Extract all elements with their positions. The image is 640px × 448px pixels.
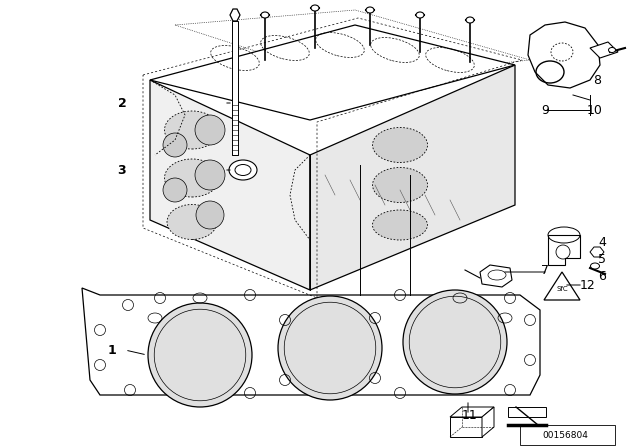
Ellipse shape bbox=[372, 128, 428, 163]
Text: 00156804: 00156804 bbox=[542, 431, 588, 439]
Polygon shape bbox=[508, 407, 546, 417]
Circle shape bbox=[148, 303, 252, 407]
Polygon shape bbox=[590, 247, 604, 257]
Text: 4: 4 bbox=[598, 236, 606, 249]
Polygon shape bbox=[590, 42, 618, 58]
Ellipse shape bbox=[164, 111, 220, 149]
Polygon shape bbox=[544, 272, 580, 300]
Text: SfC: SfC bbox=[556, 286, 568, 292]
Ellipse shape bbox=[235, 164, 251, 176]
Ellipse shape bbox=[372, 168, 428, 202]
Ellipse shape bbox=[311, 5, 319, 11]
Text: 11: 11 bbox=[462, 409, 478, 422]
Text: 8: 8 bbox=[593, 73, 601, 86]
Ellipse shape bbox=[229, 160, 257, 180]
Ellipse shape bbox=[366, 7, 374, 13]
Text: 6: 6 bbox=[598, 270, 606, 283]
Ellipse shape bbox=[164, 159, 220, 197]
Circle shape bbox=[195, 160, 225, 190]
Polygon shape bbox=[310, 65, 515, 290]
Ellipse shape bbox=[372, 210, 428, 240]
Text: 7: 7 bbox=[541, 263, 549, 276]
Circle shape bbox=[196, 201, 224, 229]
Circle shape bbox=[163, 178, 187, 202]
Polygon shape bbox=[150, 80, 310, 290]
Circle shape bbox=[195, 115, 225, 145]
Ellipse shape bbox=[466, 17, 474, 23]
Text: 3: 3 bbox=[118, 164, 126, 177]
Polygon shape bbox=[548, 235, 580, 265]
Ellipse shape bbox=[167, 204, 217, 240]
Circle shape bbox=[163, 133, 187, 157]
Ellipse shape bbox=[261, 12, 269, 18]
Polygon shape bbox=[450, 417, 482, 437]
Text: 2: 2 bbox=[118, 96, 126, 109]
Text: 5: 5 bbox=[598, 253, 606, 266]
Polygon shape bbox=[232, 21, 238, 155]
Circle shape bbox=[278, 296, 382, 400]
Polygon shape bbox=[450, 407, 494, 417]
Ellipse shape bbox=[416, 12, 424, 18]
Polygon shape bbox=[480, 265, 512, 287]
Polygon shape bbox=[150, 25, 515, 120]
Polygon shape bbox=[482, 407, 494, 437]
Circle shape bbox=[403, 290, 507, 394]
Text: 9: 9 bbox=[541, 103, 549, 116]
Ellipse shape bbox=[591, 263, 600, 269]
Ellipse shape bbox=[609, 47, 616, 52]
Polygon shape bbox=[528, 22, 600, 88]
Polygon shape bbox=[230, 9, 240, 21]
Text: 1: 1 bbox=[108, 344, 116, 357]
Text: 10: 10 bbox=[587, 103, 603, 116]
Polygon shape bbox=[82, 288, 540, 395]
Text: 12: 12 bbox=[580, 279, 596, 292]
